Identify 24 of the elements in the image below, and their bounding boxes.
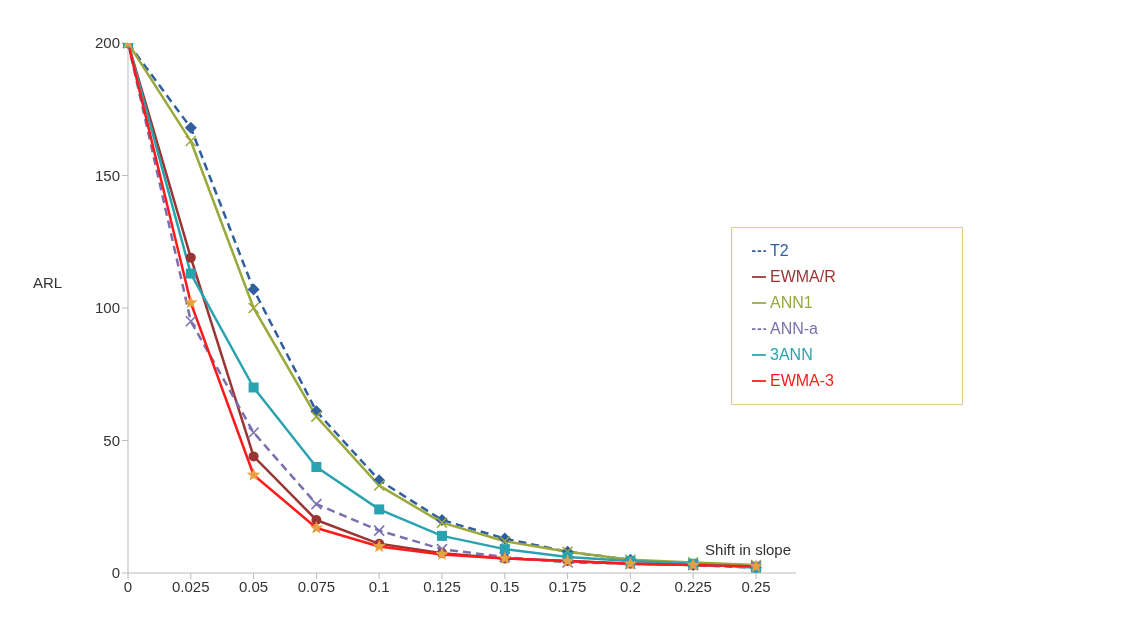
- x-tick-label: 0.225: [674, 577, 712, 595]
- legend-label: ANN-a: [770, 319, 819, 337]
- x-tick-label: 0.15: [490, 577, 520, 595]
- x-axis-title: Shift in slope: [705, 541, 791, 558]
- y-tick-label: 0: [111, 564, 120, 582]
- y-axis-title: ARL: [33, 274, 63, 291]
- y-tick-label: 50: [103, 431, 120, 449]
- x-tick-label: 0.25: [741, 577, 771, 595]
- x-tick-label: 0.05: [239, 577, 269, 595]
- y-tick-label: 100: [94, 299, 120, 317]
- legend-label: ANN1: [770, 293, 813, 311]
- legend-label: 3ANN: [770, 345, 813, 363]
- x-tick-label: 0: [123, 577, 133, 595]
- x-tick-label: 0.025: [172, 577, 210, 595]
- x-tick-label: 0.075: [297, 577, 336, 595]
- x-tick-label: 0.125: [423, 577, 461, 595]
- x-tick-label: 0.175: [548, 577, 587, 595]
- y-tick-label: 150: [94, 166, 120, 184]
- legend-label: EWMA-3: [770, 371, 834, 389]
- x-tick-label: 0.2: [619, 577, 641, 595]
- legend-label: T2: [770, 241, 789, 259]
- y-tick-label: 200: [94, 34, 120, 52]
- legend-label: EWMA/R: [770, 267, 836, 285]
- x-tick-label: 0.1: [368, 577, 390, 595]
